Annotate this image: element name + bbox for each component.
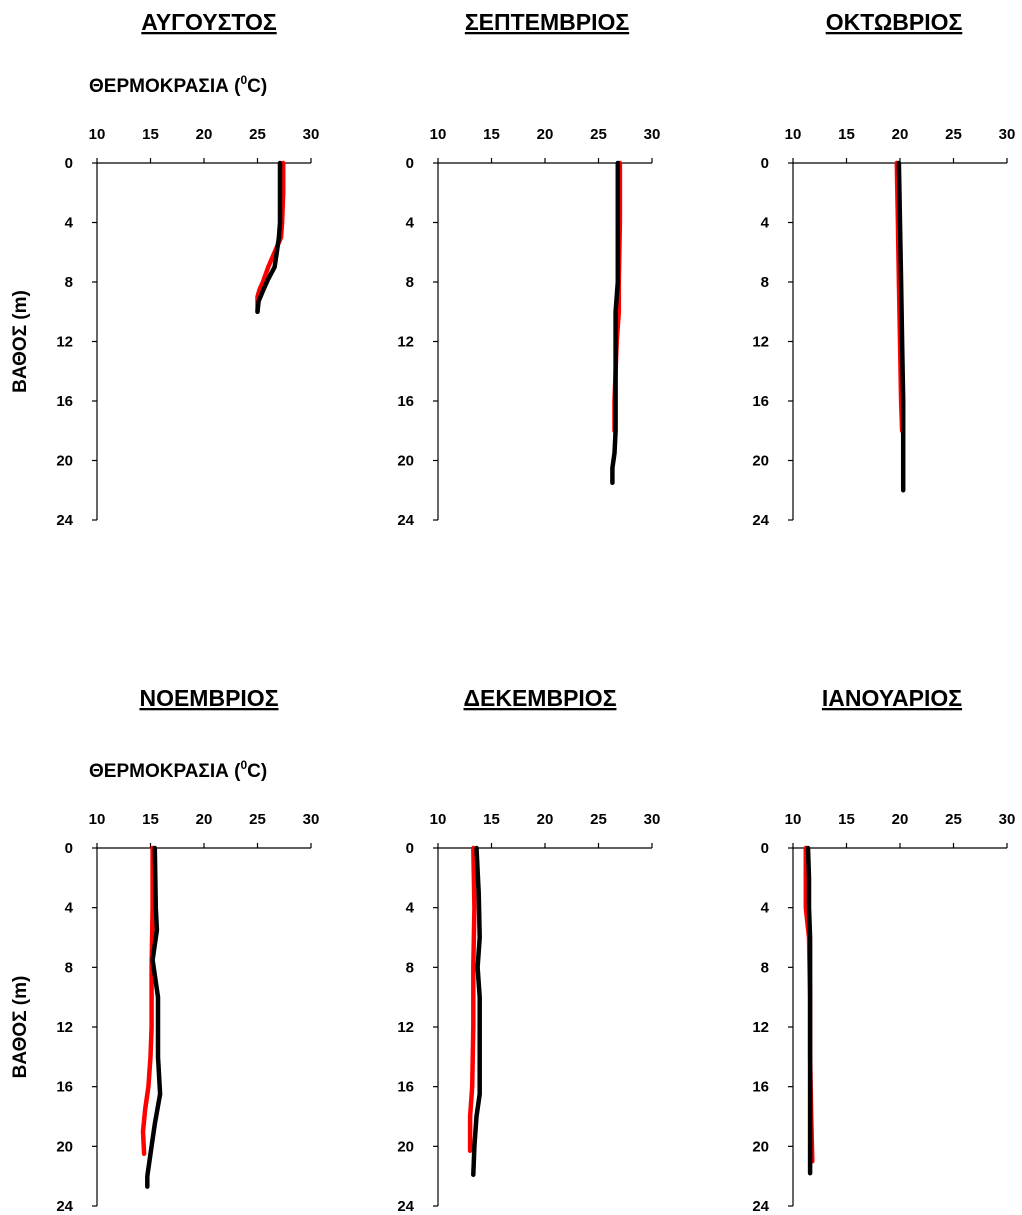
chart-panel-4: ΝΟΕΜΒΡΙΟΣ ΘΕΡΜΟΚΡΑΣΙΑ (0C) ΒΑΘΟΣ (m) 10 15 20…: [10, 685, 319, 1215]
x-tick-label: 20: [537, 126, 554, 143]
y-tick-label: 24: [752, 1198, 769, 1215]
y-tick-label: 16: [56, 393, 73, 410]
y-tick-label: 8: [406, 959, 414, 976]
x-tick-label: 30: [303, 811, 320, 828]
y-tick-label: 4: [406, 215, 415, 232]
y-tick-label: 24: [397, 512, 414, 529]
y-tick-label: 24: [752, 512, 769, 529]
x-tick-label: 25: [590, 811, 607, 828]
x-tick-label: 15: [483, 811, 500, 828]
y-tick-label: 24: [56, 512, 73, 529]
chart-panel-5: ΔΕΚΕΜΒΡΙΟΣ 10 15 20 25 30 0 4 8 12 16 20 24: [397, 685, 660, 1215]
x-tick-label: 20: [196, 126, 213, 143]
panel-title: ΣΕΠΤΕΜΒΡΙΟΣ: [465, 9, 630, 35]
y-tick-label: 4: [65, 215, 74, 232]
black-profile-line: [805, 845, 813, 1176]
y-tick-label: 16: [397, 1079, 414, 1096]
x-tick-label: 25: [249, 811, 266, 828]
x-tick-label: 10: [89, 126, 106, 143]
y-tick-label: 8: [761, 959, 769, 976]
y-tick-label: 20: [752, 1138, 769, 1155]
x-tick-label: 30: [999, 126, 1016, 143]
x-tick-label: 10: [430, 126, 447, 143]
y-tick-label: 8: [761, 274, 769, 291]
panel-title: ΟΚΤΩΒΡΙΟΣ: [826, 9, 963, 35]
x-tick-label: 10: [785, 811, 802, 828]
x-tick-label: 15: [838, 811, 855, 828]
y-tick-label: 20: [752, 453, 769, 470]
y-tick-label: 16: [56, 1079, 73, 1096]
y-axis-label: ΒΑΘΟΣ (m): [10, 976, 31, 1079]
y-tick-label: 12: [397, 334, 414, 351]
x-tick-label: 25: [945, 126, 962, 143]
y-tick-label: 12: [56, 334, 73, 351]
x-tick-label: 10: [89, 811, 106, 828]
x-tick-label: 20: [892, 126, 909, 143]
black-profile-line: [255, 160, 283, 315]
y-tick-label: 24: [56, 1198, 73, 1215]
x-tick-label: 25: [249, 126, 266, 143]
black-profile-line: [145, 845, 163, 1189]
y-tick-label: 12: [752, 1019, 769, 1036]
x-tick-label: 15: [483, 126, 500, 143]
y-tick-label: 20: [56, 453, 73, 470]
y-tick-label: 0: [406, 840, 414, 857]
x-tick-label: 15: [838, 126, 855, 143]
x-tick-label: 20: [537, 811, 554, 828]
panel-title: ΔΕΚΕΜΒΡΙΟΣ: [463, 685, 616, 711]
y-tick-label: 0: [761, 840, 769, 857]
black-profile-line: [896, 160, 906, 493]
y-tick-label: 16: [752, 393, 769, 410]
x-tick-label: 30: [644, 126, 661, 143]
y-tick-label: 20: [397, 453, 414, 470]
x-axis-label: ΘΕΡΜΟΚΡΑΣΙΑ (0C): [89, 758, 267, 782]
y-tick-label: 0: [761, 155, 769, 172]
x-tick-label: 25: [945, 811, 962, 828]
y-tick-label: 12: [56, 1019, 73, 1036]
chart-panel-3: ΟΚΤΩΒΡΙΟΣ 10 15 20 25 30 0 4 8 12 16 20 24: [752, 9, 1015, 529]
y-tick-label: 24: [397, 1198, 414, 1215]
black-profile-line: [471, 845, 482, 1177]
y-tick-label: 0: [65, 155, 73, 172]
chart-panel-6: ΙΑΝΟΥΑΡΙΟΣ 10 15 20 25 30 0 4 8 12 16 20 24: [752, 685, 1015, 1215]
x-tick-label: 20: [892, 811, 909, 828]
y-tick-label: 4: [761, 215, 770, 232]
y-tick-label: 4: [65, 900, 74, 917]
x-axis-label: ΘΕΡΜΟΚΡΑΣΙΑ (0C): [89, 73, 267, 97]
y-tick-label: 4: [761, 900, 770, 917]
y-tick-label: 16: [397, 393, 414, 410]
x-tick-label: 20: [196, 811, 213, 828]
y-tick-label: 8: [65, 274, 73, 291]
chart-panel-2: ΣΕΠΤΕΜΒΡΙΟΣ 10 15 20 25 30 0 4 8 12 16 20 24: [397, 9, 660, 529]
x-tick-label: 15: [142, 811, 159, 828]
y-tick-label: 12: [397, 1019, 414, 1036]
y-tick-label: 0: [406, 155, 414, 172]
y-tick-label: 8: [65, 959, 73, 976]
y-tick-label: 20: [56, 1138, 73, 1155]
red-profile-line: [467, 845, 477, 1154]
y-axis-label: ΒΑΘΟΣ (m): [10, 290, 31, 393]
x-tick-label: 30: [644, 811, 661, 828]
panel-title: ΙΑΝΟΥΑΡΙΟΣ: [822, 685, 962, 711]
panel-title: ΑΥΓΟΥΣΤΟΣ: [141, 9, 277, 35]
panel-title: ΝΟΕΜΒΡΙΟΣ: [139, 685, 278, 711]
x-tick-label: 30: [999, 811, 1016, 828]
x-tick-label: 10: [430, 811, 447, 828]
y-tick-label: 20: [397, 1138, 414, 1155]
y-tick-label: 4: [406, 900, 415, 917]
x-tick-label: 30: [303, 126, 320, 143]
y-tick-label: 8: [406, 274, 414, 291]
y-tick-label: 0: [65, 840, 73, 857]
y-tick-label: 16: [752, 1079, 769, 1096]
red-profile-line: [140, 845, 155, 1157]
x-tick-label: 10: [785, 126, 802, 143]
y-tick-label: 12: [752, 334, 769, 351]
red-profile-line: [255, 160, 286, 315]
x-tick-label: 25: [590, 126, 607, 143]
chart-panel-1: ΑΥΓΟΥΣΤΟΣ ΘΕΡΜΟΚΡΑΣΙΑ (0C) ΒΑΘΟΣ (m) 10 15 20…: [10, 9, 319, 529]
x-tick-label: 15: [142, 126, 159, 143]
black-profile-line: [610, 160, 621, 486]
